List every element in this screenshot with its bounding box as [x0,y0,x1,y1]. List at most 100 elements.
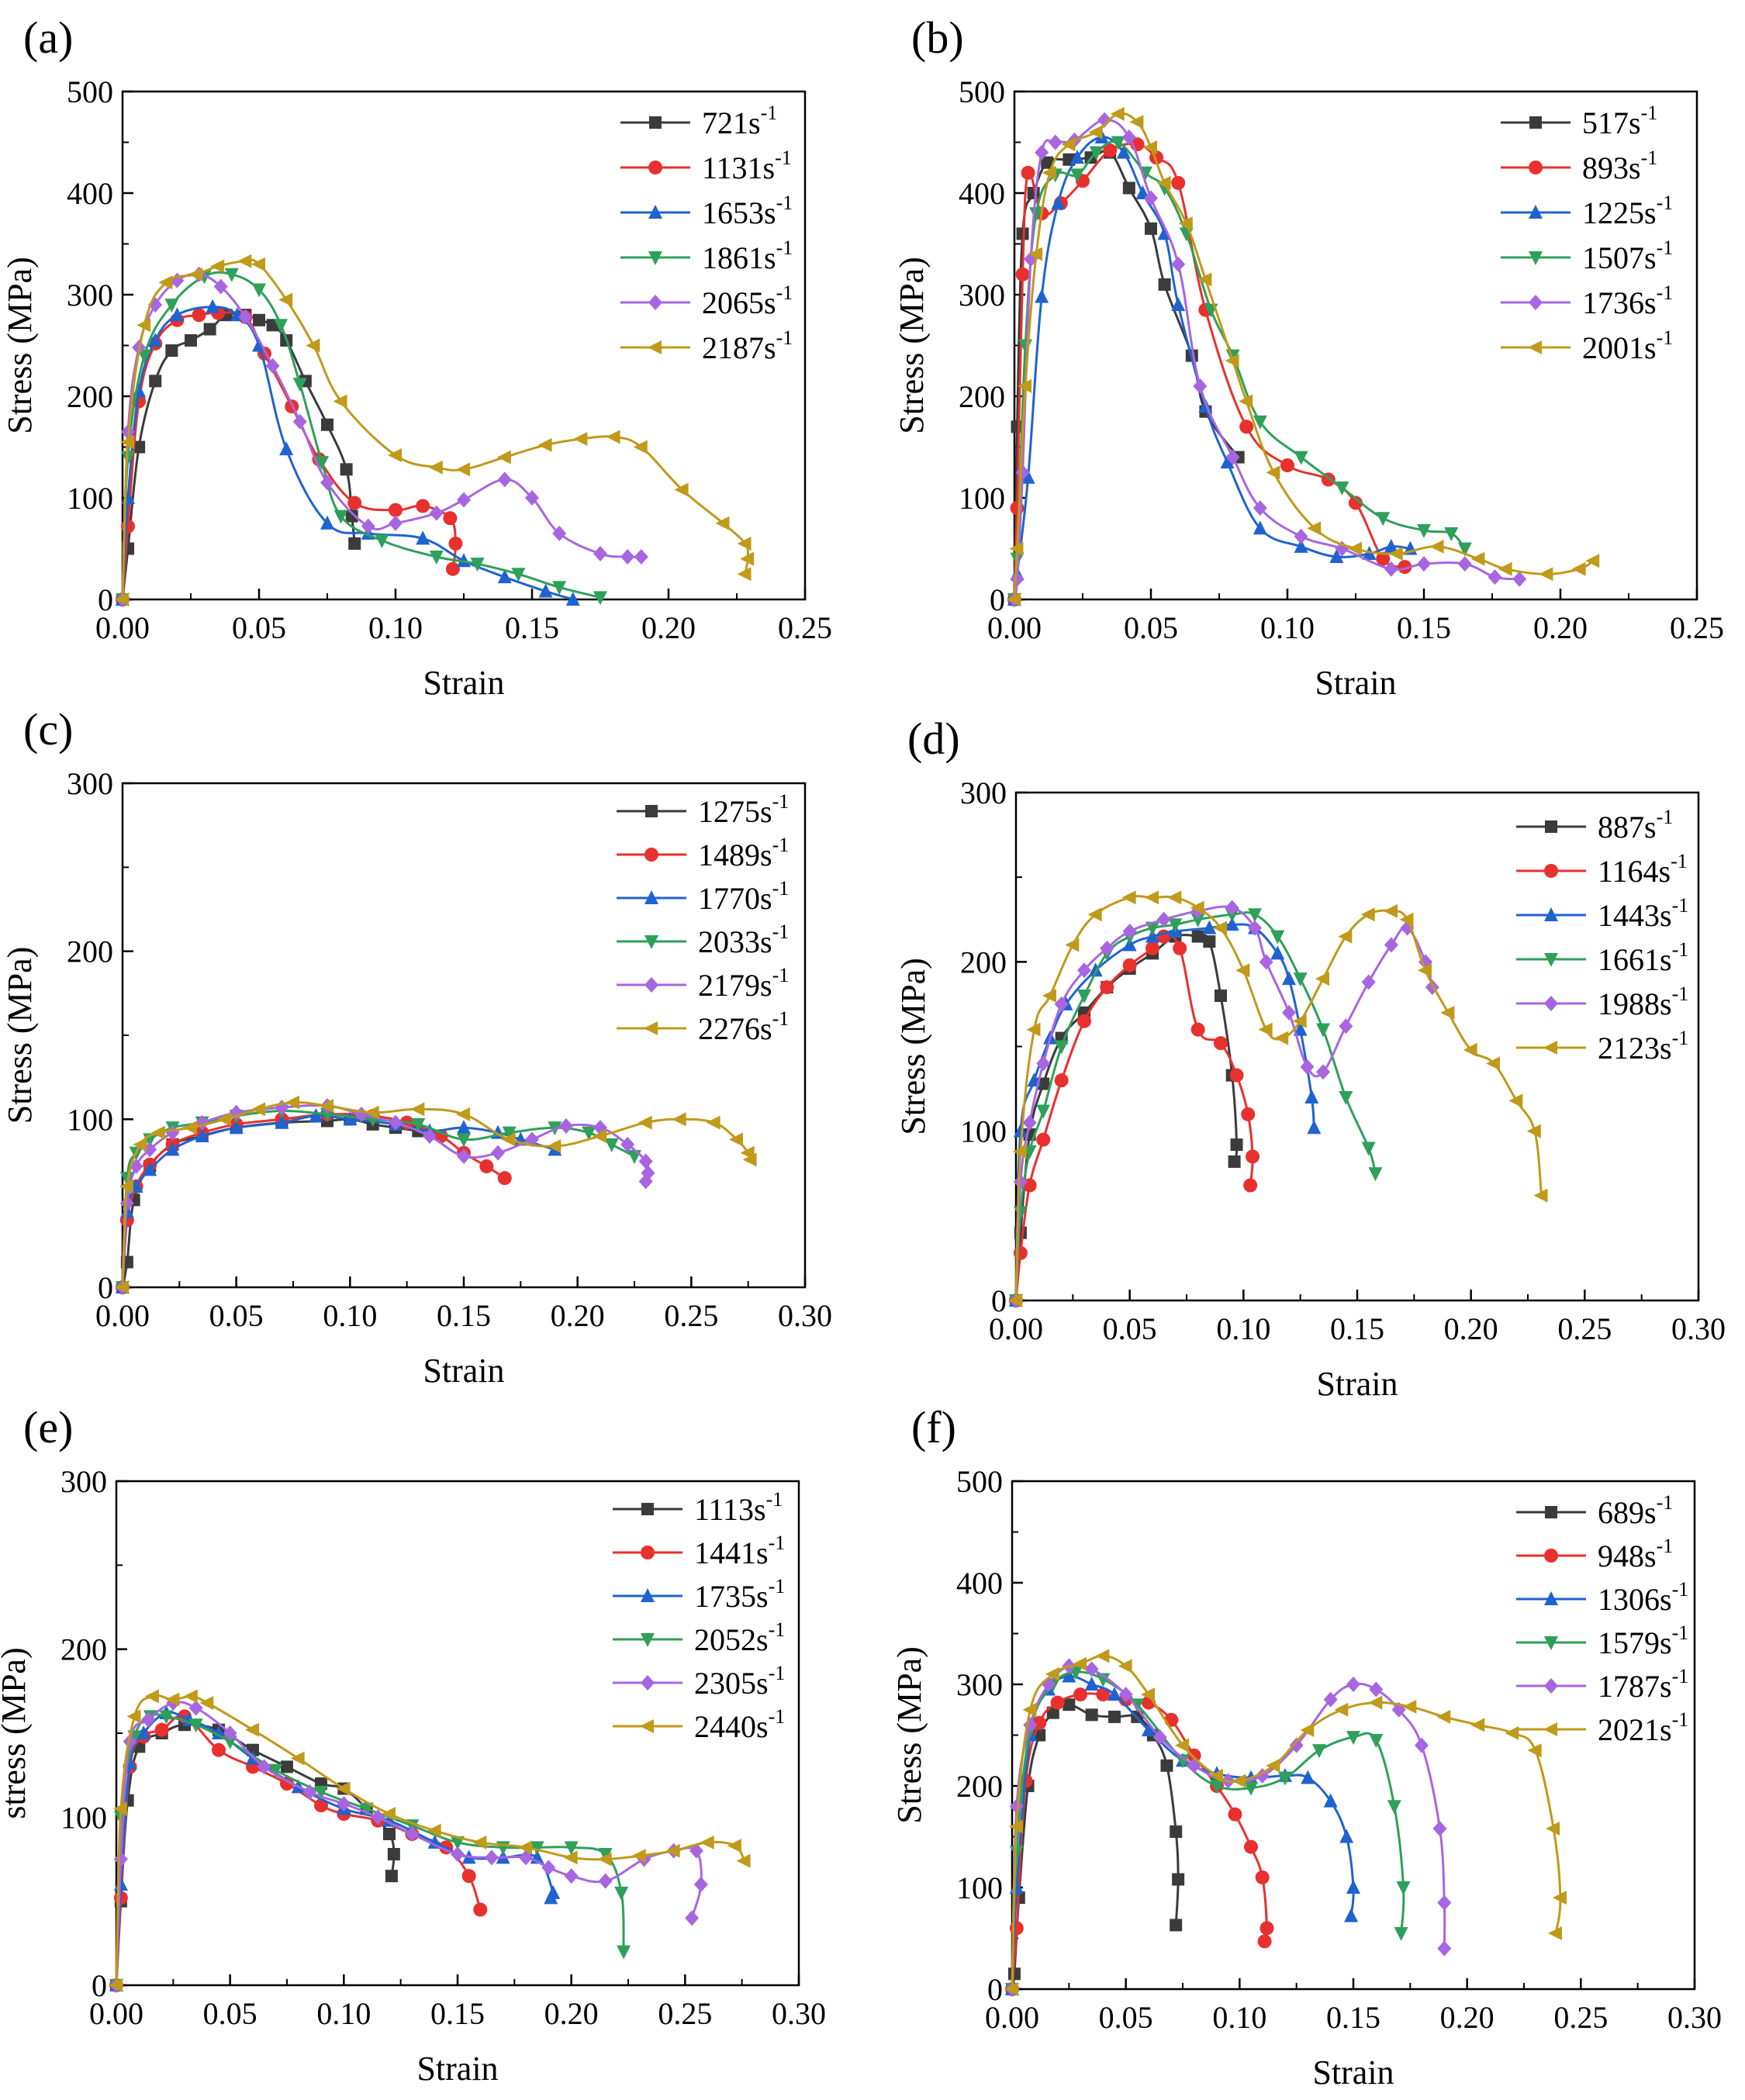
panel-e-data-point [314,1785,328,1800]
panel-e-data-point [598,1873,613,1889]
panel-f-data-point [1436,1709,1451,1724]
panel-e-legend-entry: 1441s-1 [613,1532,785,1570]
panel-d-legend-entry: 1164s-1 [1516,850,1688,889]
panel-b-data-point [1069,168,1084,183]
panel-e-data-point [123,1733,137,1749]
panel-b-data-point [1051,195,1066,210]
panel-b-data-point [1018,378,1032,393]
panel-f-data-point [1175,1738,1189,1753]
panel-d-data-point [1258,1022,1273,1037]
panel-e-legend-marker [641,1675,655,1691]
panel-c-data-point [195,1114,209,1131]
panel-e-ylabel: stress (MPa) [0,1647,33,1819]
panel-a-xtick-label: 0.05 [232,610,286,645]
panel-b-series-line [1013,112,1595,600]
panel-e-xtick-label: 0.10 [316,1996,371,2031]
panel-a-data-point [416,499,430,513]
panel-c-legend-marker [644,1021,658,1035]
panel-e-legend-label: 2052s-1 [694,1618,785,1657]
panel-c-xtick-label: 0.15 [437,1298,491,1333]
panel-a-data-point [448,536,463,551]
panel-e-data-point [530,1841,544,1856]
panel-c-data-point [457,1120,471,1135]
panel-d-data-point [1191,930,1204,943]
panel-e-data-point [154,1722,169,1737]
panel-c-data-point [165,1142,180,1156]
panel-d-data-point [1339,1091,1353,1105]
panel-d-data-point [1026,1022,1041,1037]
panel-f-legend-label: 2021s-1 [1598,1708,1688,1747]
panel-f-data-point [1096,1673,1111,1687]
panel-c-data-point [729,1132,743,1147]
panel-f-data-point [1152,1729,1167,1746]
panel-d-data-point [1145,921,1159,936]
panel-f-data-point [1062,1668,1076,1683]
panel-d-data-point [1241,1107,1256,1121]
panel-f-xtick-label: 0.25 [1553,2000,1608,2035]
panel-b-data-point [1388,547,1403,561]
panel-f-data-point [1085,1708,1098,1722]
panel-d-ytick-label: 0 [991,1283,1007,1318]
panel-f-data-point [1369,1734,1384,1749]
panel-c-data-point [195,1128,209,1142]
panel-e-data-point [223,1735,237,1749]
panel-e-data-point [113,1851,128,1867]
panel-a-data-point [148,332,163,347]
panel-e-data-point [245,1722,259,1737]
panel-f-legend-entry: 2021s-1 [1516,1708,1688,1747]
panel-a-legend-label: 2187s-1 [702,326,793,365]
panel-b-data-point [1225,449,1240,465]
panel-a-data-point [552,581,567,596]
panel-a-data-point [511,568,526,582]
panel-d-data-point [1384,903,1398,918]
panel-a-legend-marker [648,295,662,310]
panel-d-data-point [1215,990,1227,1002]
panel-e-label: (e) [23,1402,73,1452]
panel-b-data-point [1417,556,1431,572]
panel-d-data-point [1243,1178,1258,1193]
panel-d-data-point [1065,938,1080,952]
panel-a-data-point [428,460,443,475]
panel-c-data-point [491,1145,505,1161]
panel-a-data-point [133,440,146,454]
panel-e-legend-marker [641,1633,655,1647]
panel-c-data-point [502,1126,517,1141]
panel-d-data-point [1282,971,1296,986]
panel-e-ytick-label: 300 [60,1464,107,1499]
panel-f-legend-entry: 689s-1 [1516,1491,1673,1530]
panel-b-xlabel: Strain [1315,664,1396,702]
panel-a-ylabel: Stress (MPa) [1,257,39,434]
panel-b-ytick-label: 400 [959,176,1005,211]
panel-d-series-1661s [1009,908,1383,1308]
panel-e-data-point [736,1853,751,1868]
panel-f-data-point [1095,1649,1110,1663]
panel-e-legend-label: 2440s-1 [694,1705,785,1744]
panel-b-data-point [1010,571,1025,587]
panel-f-data-point [1415,1737,1429,1753]
panel-d-data-point [1304,1090,1319,1104]
panel-b-data-point [1041,156,1054,169]
panel-c-data-point [627,1150,641,1164]
panel-a-series-1861s [116,268,607,607]
panel-f-data-point [1505,1725,1519,1740]
panel-d-data-point [1463,1042,1477,1057]
panel-d-data-point [1077,962,1091,979]
panel-a-data-point [470,558,485,572]
panel-e-data-point [188,1700,203,1716]
panel-b-data-point [1116,144,1131,159]
panel-b-data-point [1539,567,1553,582]
panel-a-data-point [170,307,185,322]
panel-b-data-point [1011,420,1024,433]
panel-d-data-point [1012,1144,1027,1159]
panel-b-data-point [1122,181,1135,195]
panel-a-legend-label: 1653s-1 [702,192,793,230]
panel-f-series-2021s [1004,1649,1567,1996]
panel-c-data-point [229,1120,244,1135]
panel-e-data-point [563,1850,578,1865]
panel-e-legend-label: 1441s-1 [694,1532,785,1570]
panel-c-legend-entry: 1770s-1 [617,877,789,916]
panel-a-data-point [278,292,293,307]
panel-d-legend-label: 1661s-1 [1598,938,1688,977]
panel-a-legend-entry: 721s-1 [620,102,777,140]
panel-a-data-point [164,299,179,313]
